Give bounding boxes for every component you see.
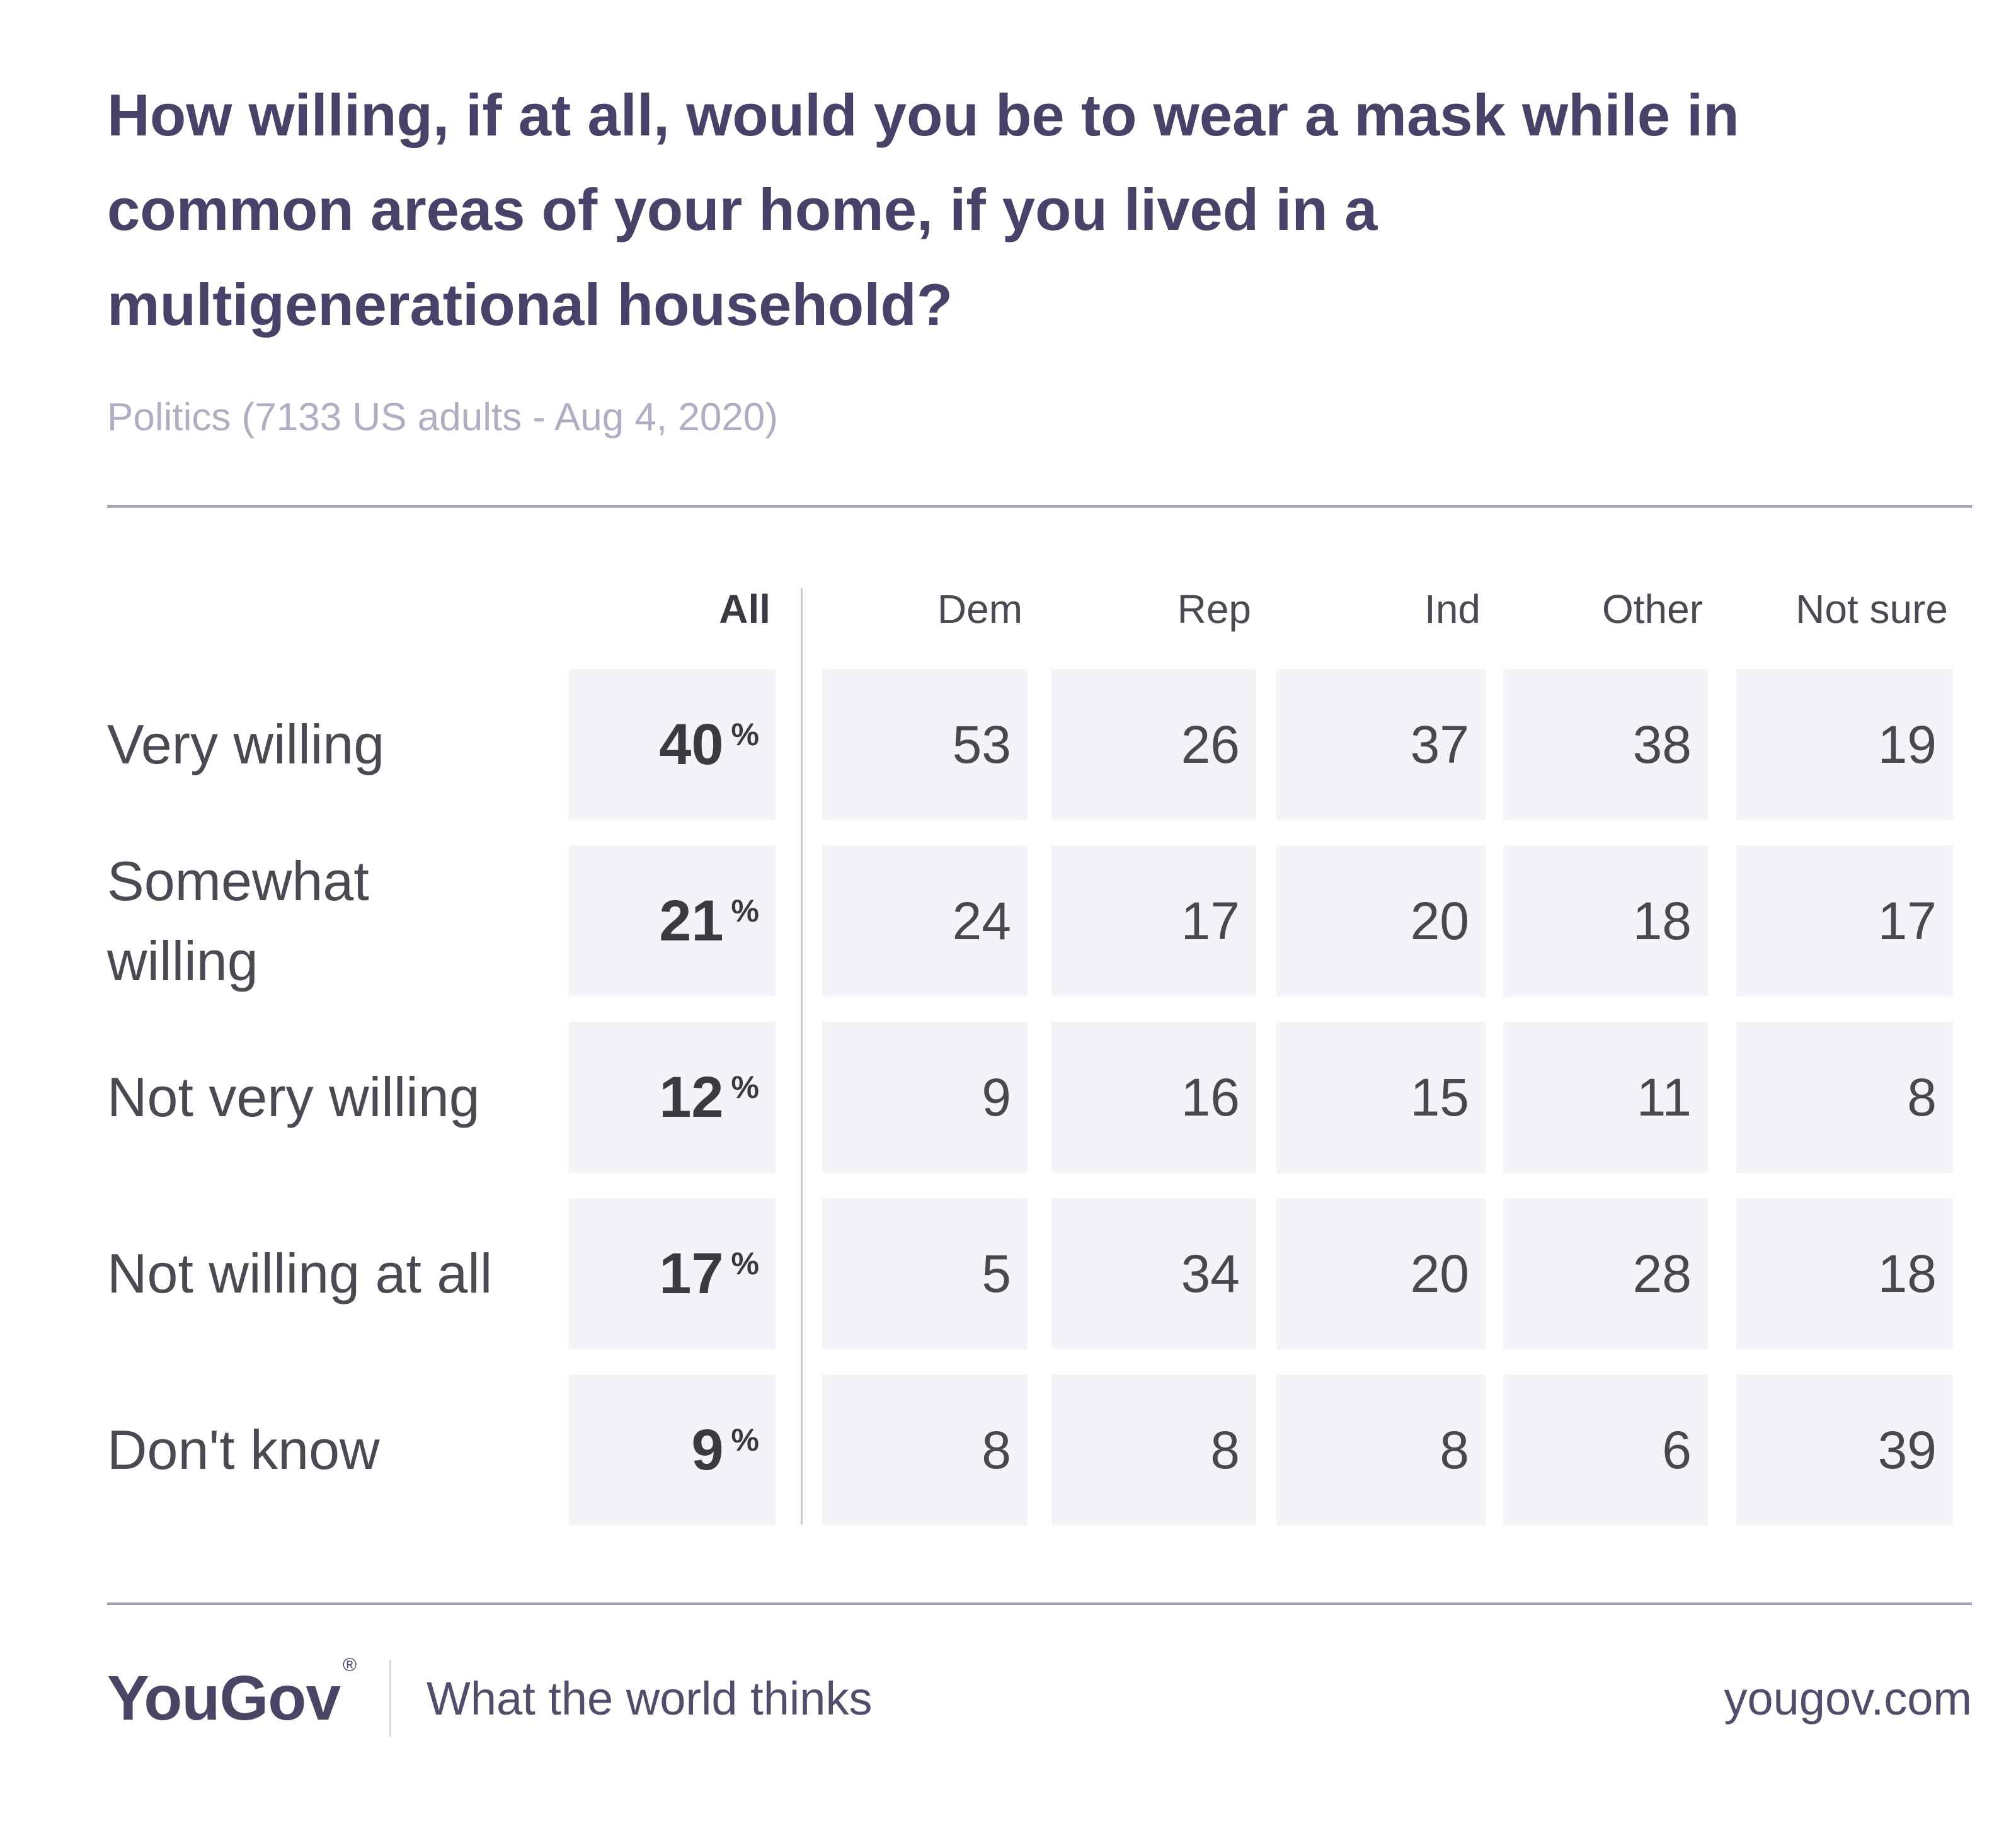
all-column-divider — [801, 588, 803, 1525]
percent-sign: % — [731, 1070, 759, 1105]
footer-divider — [389, 1660, 392, 1737]
row-label: Not very willing — [107, 1022, 569, 1173]
cell-rep: 26 — [1051, 669, 1256, 821]
cell-not-sure: 39 — [1736, 1374, 1953, 1526]
top-divider — [107, 505, 1972, 508]
row-label-text: Not very willing — [107, 1066, 480, 1129]
cell-value: 21 — [659, 889, 724, 954]
cell-all: 21% — [569, 845, 776, 997]
column-header-not-sure: Not sure — [1796, 586, 1948, 632]
cell-all: 12% — [569, 1022, 776, 1173]
page-title: How willing, if at all, would you be to … — [107, 68, 1972, 352]
cell-ind: 20 — [1276, 1198, 1486, 1350]
column-header-rep: Rep — [1177, 586, 1251, 632]
row-label: Not willing at all — [107, 1198, 569, 1349]
percent-sign: % — [731, 717, 759, 753]
yougov-logo: YouGov — [107, 1662, 341, 1733]
cell-dem: 24 — [822, 845, 1028, 997]
cell-not-sure: 8 — [1736, 1022, 1953, 1173]
cell-not-sure: 18 — [1736, 1198, 1953, 1350]
cell-value: 17 — [659, 1242, 724, 1306]
cell-ind: 20 — [1276, 845, 1486, 997]
cell-ind: 15 — [1276, 1022, 1486, 1173]
cell-value: 12 — [659, 1065, 724, 1130]
cell-other: 18 — [1503, 845, 1708, 997]
cell-rep: 34 — [1051, 1198, 1256, 1350]
table-header-row: All Dem Rep Ind Other Not sure — [107, 583, 1972, 631]
cell-ind: 8 — [1276, 1374, 1486, 1526]
cell-all: 9% — [569, 1374, 776, 1526]
footer-tagline: What the world thinks — [427, 1672, 873, 1725]
cell-ind: 37 — [1276, 669, 1486, 821]
cell-not-sure: 19 — [1736, 669, 1953, 821]
row-label-text: Not willing at all — [107, 1242, 493, 1305]
cell-other: 38 — [1503, 669, 1708, 821]
cell-all: 17% — [569, 1198, 776, 1350]
cell-other: 11 — [1503, 1022, 1708, 1173]
percent-sign: % — [731, 1246, 759, 1282]
cell-dem: 53 — [822, 669, 1028, 821]
cell-dem: 8 — [822, 1374, 1028, 1526]
cell-not-sure: 17 — [1736, 845, 1953, 997]
row-label-text: Somewhat willing — [107, 849, 369, 993]
table-row: Not very willing 12% 9 16 15 11 8 — [107, 1022, 1972, 1173]
cell-other: 28 — [1503, 1198, 1708, 1350]
row-label: Very willing — [107, 669, 569, 820]
title-line-1: How willing, if at all, would you be to … — [107, 82, 1739, 148]
percent-sign: % — [731, 1422, 759, 1458]
registered-trademark-icon: ® — [342, 1655, 357, 1676]
yougov-url-link[interactable]: yougov.com — [1724, 1672, 1973, 1725]
column-header-dem: Dem — [937, 586, 1022, 632]
cell-dem: 9 — [822, 1022, 1028, 1173]
column-header-all: All — [719, 586, 770, 632]
cell-rep: 17 — [1051, 845, 1256, 997]
cell-all: 40% — [569, 669, 776, 821]
row-label: Don't know — [107, 1374, 569, 1526]
table-row: Don't know 9% 8 8 8 6 39 — [107, 1374, 1972, 1526]
footer: YouGov ® What the world thinks yougov.co… — [107, 1655, 1973, 1737]
table-row: Not willing at all 17% 5 34 20 28 18 — [107, 1198, 1972, 1350]
column-header-other: Other — [1601, 586, 1703, 632]
cell-value: 40 — [659, 712, 724, 777]
results-table: All Dem Rep Ind Other Not sure Very will… — [107, 583, 1972, 1526]
cell-other: 6 — [1503, 1374, 1708, 1526]
title-line-3: multigenerational household? — [107, 271, 953, 338]
column-header-ind: Ind — [1424, 586, 1480, 632]
percent-sign: % — [731, 893, 759, 929]
row-label-text: Very willing — [107, 713, 385, 776]
cell-rep: 8 — [1051, 1374, 1256, 1526]
title-line-2: common areas of your home, if you lived … — [107, 176, 1378, 243]
row-label-text: Don't know — [107, 1419, 380, 1482]
table-row: Very willing 40% 53 26 37 38 19 — [107, 669, 1972, 821]
row-label: Somewhat willing — [107, 845, 569, 996]
page: How willing, if at all, would you be to … — [107, 0, 1972, 1737]
cell-rep: 16 — [1051, 1022, 1256, 1173]
bottom-divider — [107, 1602, 1972, 1606]
cell-dem: 5 — [822, 1198, 1028, 1350]
table-row: Somewhat willing 21% 24 17 20 18 17 — [107, 845, 1972, 997]
cell-value: 9 — [691, 1418, 724, 1483]
survey-meta: Politics (7133 US adults - Aug 4, 2020) — [107, 396, 778, 440]
